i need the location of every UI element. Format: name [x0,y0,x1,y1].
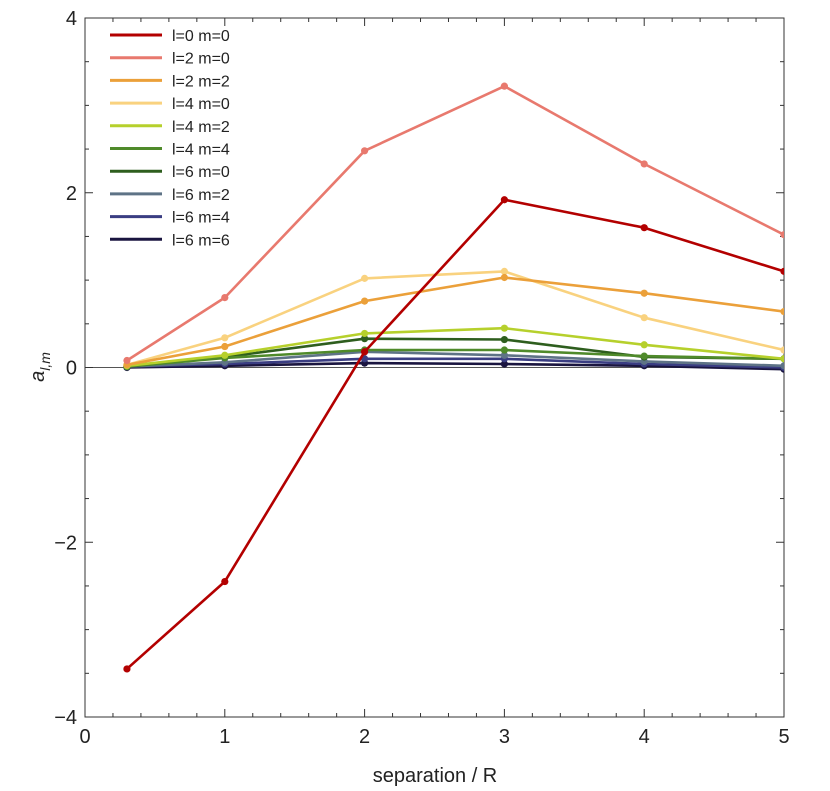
series-group [123,82,784,673]
legend-entry-label: l=2 m=2 [172,73,230,90]
legend-entry-label: l=2 m=0 [172,51,230,68]
x-tick-label: 5 [778,726,789,748]
x-tick-label: 0 [79,726,90,748]
data-point [123,665,131,673]
x-tick-label: 2 [359,726,370,748]
data-point [221,577,229,586]
data-point [640,160,648,168]
data-point [361,348,369,356]
data-point [780,346,784,354]
data-point [500,273,508,282]
y-tick-label: 0 [66,358,77,380]
data-point [500,196,508,204]
legend-entry-label: l=6 m=2 [172,187,230,204]
legend-entry-label: l=6 m=0 [172,164,230,181]
x-axis-title: separation / R [373,765,498,787]
legend: l=0 m=0 l=2 m=0 l=2 m=2 l=4 m=0 l=4 m=2 l=4 m… [110,28,230,249]
x-tick-label: 1 [219,726,230,748]
data-point [500,360,508,368]
data-point [221,294,229,302]
legend-entry-label: l=6 m=4 [172,210,230,227]
series-l-2-m-2 [123,273,784,369]
data-point [640,224,648,232]
series-l-2-m-0 [123,82,784,365]
series-l-0-m-0 [123,196,784,673]
y-tick-label: −2 [54,532,77,554]
data-point [221,342,229,351]
data-point [500,335,508,344]
data-point [640,314,648,322]
series-line [126,361,784,371]
data-point [221,351,229,359]
data-point [123,356,131,365]
legend-entry-label: l=0 m=0 [172,28,230,45]
data-point [640,352,648,360]
legend-entry-label: l=6 m=6 [172,232,230,249]
data-point [500,351,508,359]
legend-entry-label: l=4 m=4 [172,142,230,159]
data-point [500,346,508,354]
y-tick-label: 2 [66,183,77,205]
series-line [126,198,784,670]
data-point [361,147,369,155]
data-point [640,341,648,349]
data-point [221,334,229,342]
legend-entry-label: l=4 m=0 [172,96,230,113]
series-line [126,326,784,368]
series-line [126,348,784,368]
data-point [361,274,369,282]
data-point [780,362,784,370]
data-point [361,335,369,343]
x-tick-label: 4 [639,726,650,748]
data-point [500,324,508,332]
data-point [780,267,784,275]
data-point [361,297,369,305]
y-tick-label: −4 [54,707,77,729]
data-point [500,82,508,90]
series-line [126,276,784,367]
y-axis-title: al,m [27,352,53,382]
series-line [126,357,784,369]
y-tick-label: 4 [66,8,77,30]
series-line [126,84,784,362]
axis-ticks: 0 1 2 3 4 5 −4 −2 0 2 4 [54,8,789,748]
data-point [780,307,784,316]
data-point [500,267,508,275]
y-axis-title-subscript: l,m [37,352,53,371]
data-point [361,329,369,338]
series-line [126,350,784,368]
data-point [640,289,648,297]
y-axis-title-main: a [27,371,49,382]
legend-entry-label: l=4 m=2 [172,119,230,136]
data-point [780,355,784,363]
data-point [780,231,784,239]
x-tick-label: 3 [499,726,510,748]
